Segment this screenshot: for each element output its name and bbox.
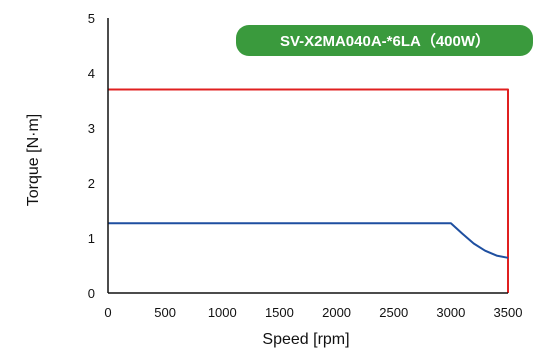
x-tick-label: 0 xyxy=(104,305,111,320)
x-tick-label: 3000 xyxy=(436,305,465,320)
y-tick-label: 4 xyxy=(88,66,95,81)
x-tick-label: 1000 xyxy=(208,305,237,320)
y-tick-label: 0 xyxy=(88,286,95,301)
model-badge-background xyxy=(236,25,533,56)
y-axis-title: Torque [N·m] xyxy=(25,114,42,206)
model-badge-label: SV-X2MA040A-*6LA（400W） xyxy=(280,32,490,50)
y-tick-label: 1 xyxy=(88,231,95,246)
x-tick-label: 3500 xyxy=(494,305,523,320)
model-badge: SV-X2MA040A-*6LA（400W） xyxy=(236,25,533,56)
x-tick-label: 500 xyxy=(154,305,176,320)
x-axis-title: Speed [rpm] xyxy=(262,331,349,348)
x-tick-label: 2500 xyxy=(379,305,408,320)
y-tick-labels: 0 1 2 3 4 5 xyxy=(88,11,95,301)
y-tick-label: 2 xyxy=(88,176,95,191)
y-tick-label: 3 xyxy=(88,121,95,136)
x-tick-label: 2000 xyxy=(322,305,351,320)
x-tick-label: 1500 xyxy=(265,305,294,320)
series-layer xyxy=(108,88,509,293)
y-tick-label: 5 xyxy=(88,11,95,26)
x-tick-labels: 0 500 1000 1500 2000 2500 3000 3500 xyxy=(104,305,522,320)
rated-torque-line xyxy=(108,222,509,259)
peak-torque-line xyxy=(108,88,509,293)
